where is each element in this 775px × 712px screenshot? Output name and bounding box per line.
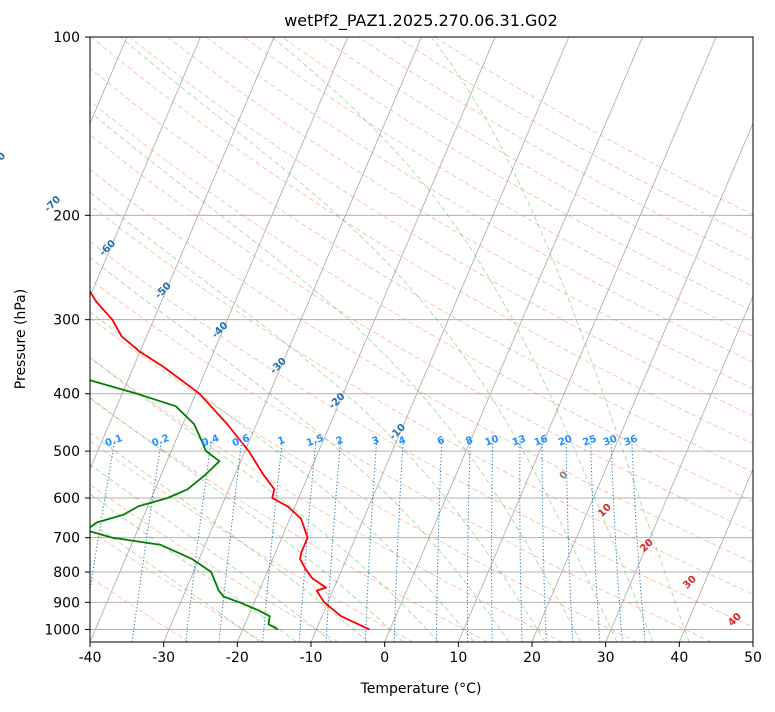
y-tick-label: 400 — [53, 387, 80, 403]
y-tick-label: 300 — [53, 313, 80, 329]
y-tick-label: 600 — [53, 491, 80, 507]
x-tick-label: -20 — [226, 650, 249, 666]
chart-title: wetPf2_PAZ1.2025.270.06.31.G02 — [284, 11, 558, 31]
y-tick-label: 100 — [53, 30, 80, 46]
y-tick-label: 1000 — [44, 622, 80, 638]
x-tick-label: -40 — [79, 650, 102, 666]
x-tick-label: -30 — [152, 650, 175, 666]
x-tick-label: 20 — [523, 650, 541, 666]
y-tick-label: 900 — [53, 595, 80, 611]
x-tick-label: 0 — [380, 650, 389, 666]
x-tick-label: -10 — [300, 650, 323, 666]
y-tick-label: 700 — [53, 531, 80, 547]
x-tick-label: 10 — [449, 650, 467, 666]
y-axis-label: Pressure (hPa) — [13, 289, 29, 389]
x-tick-label: 50 — [744, 650, 762, 666]
x-axis-label: Temperature (°C) — [360, 681, 482, 697]
y-tick-label: 500 — [53, 444, 80, 460]
y-tick-label: 200 — [53, 208, 80, 224]
x-tick-label: 30 — [597, 650, 615, 666]
x-tick-label: 40 — [670, 650, 688, 666]
y-tick-label: 800 — [53, 565, 80, 581]
